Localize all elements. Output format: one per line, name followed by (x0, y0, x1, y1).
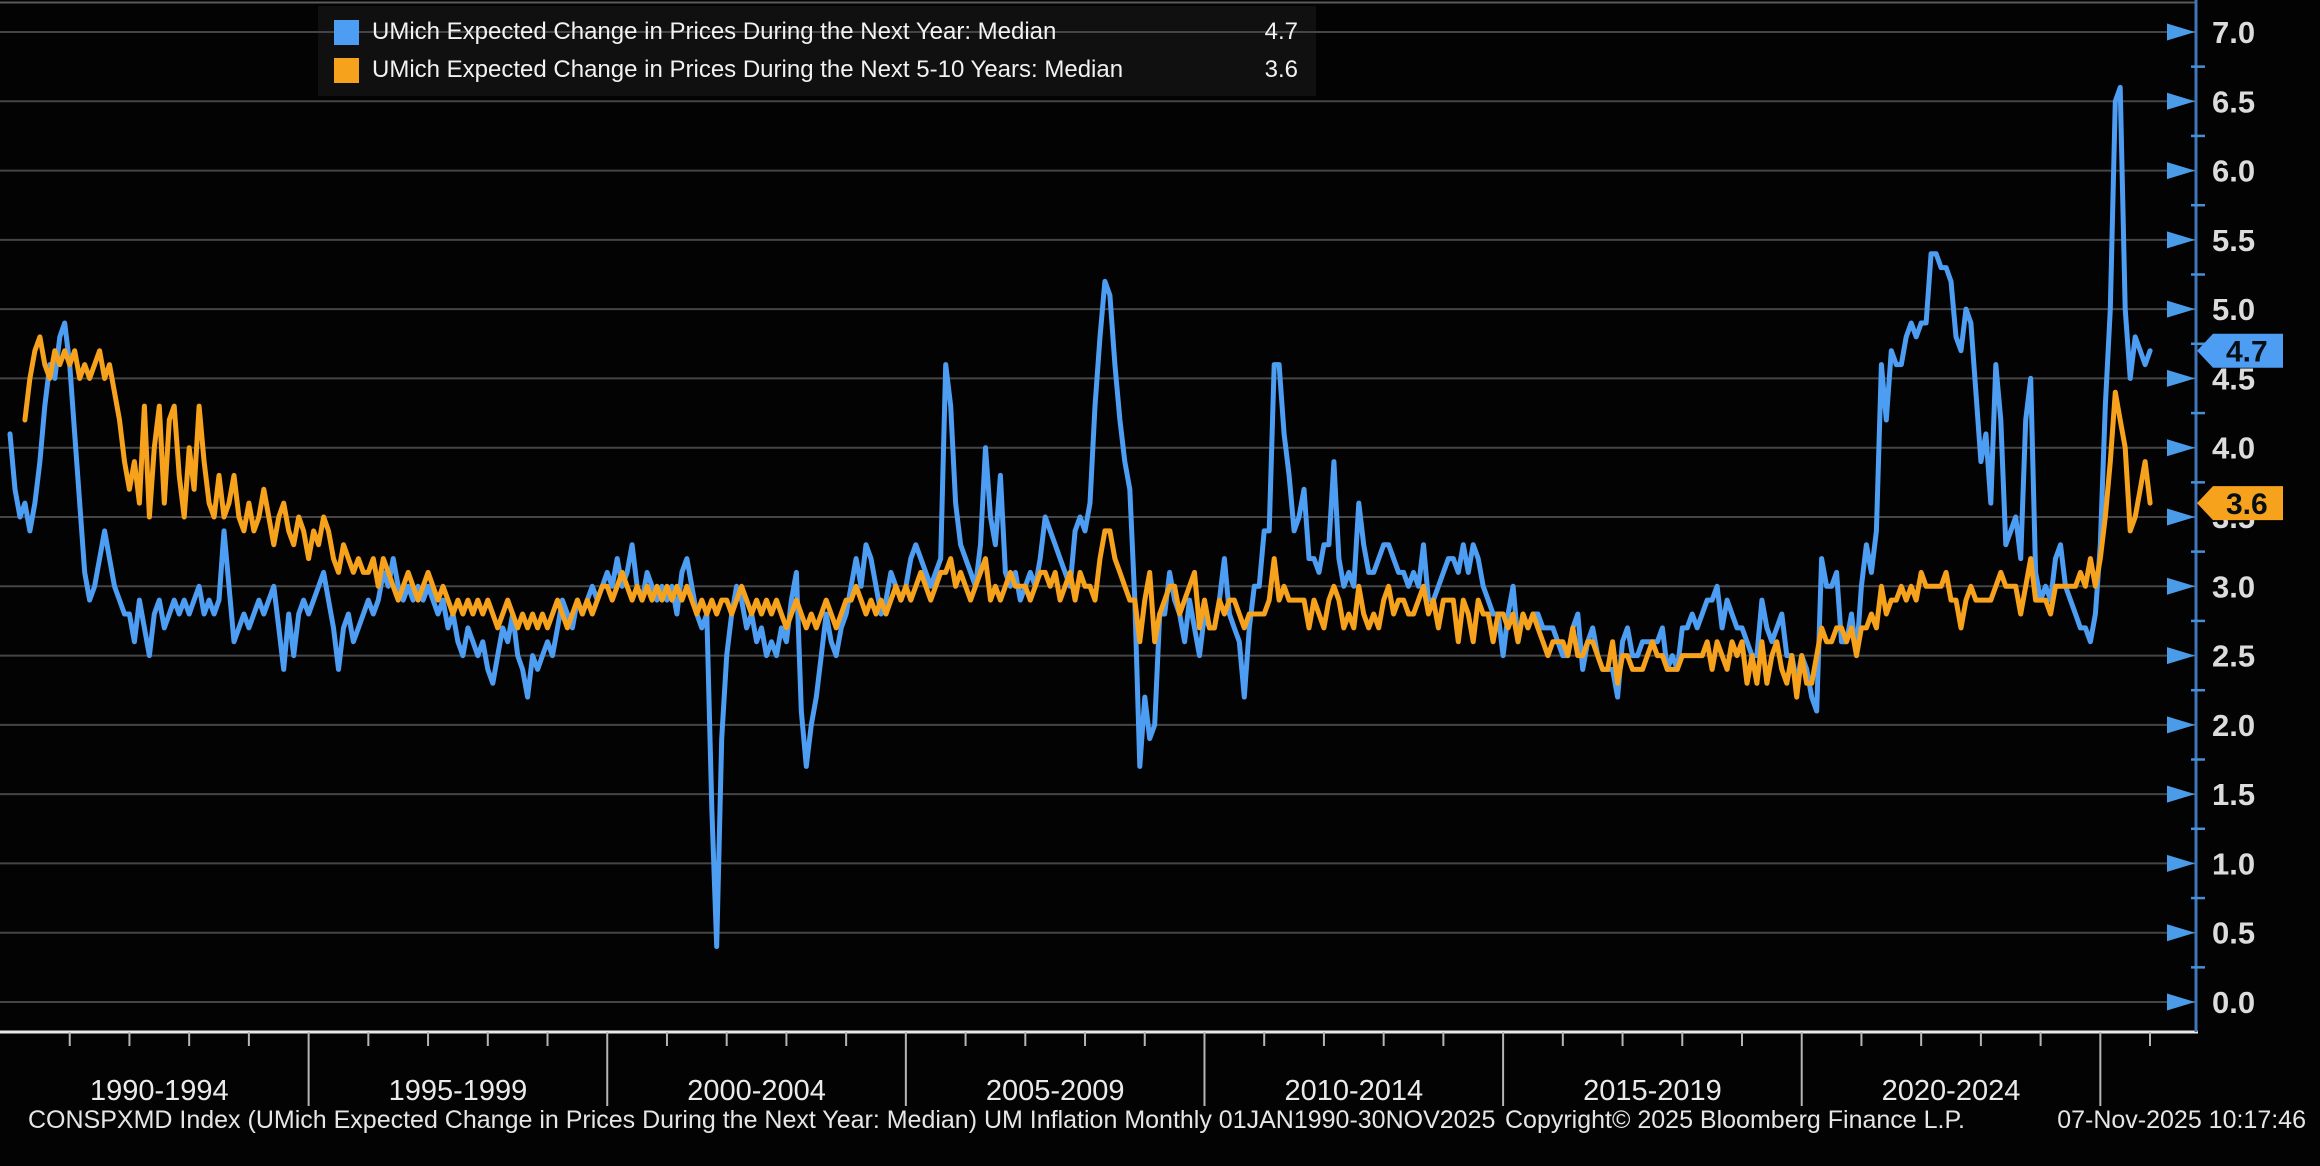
y-tick-arrow-icon (2167, 854, 2195, 872)
copyright-text: Copyright© 2025 Bloomberg Finance L.P. (1505, 1106, 1965, 1134)
value-badge-5-10-years: 3.6 (2197, 486, 2283, 521)
x-axis-label: 2015-2019 (1583, 1075, 1722, 1107)
x-axis-label: 2005-2009 (986, 1075, 1125, 1107)
legend-item-next-year[interactable]: UMich Expected Change in Prices During t… (334, 16, 1298, 49)
y-tick-arrow-icon (2167, 162, 2195, 180)
y-axis-label: 7.0 (2212, 15, 2255, 50)
y-axis-label: 1.5 (2212, 777, 2255, 812)
legend-value: 3.6 (1264, 56, 1298, 83)
y-tick-arrow-icon (2167, 647, 2195, 665)
y-axis-label: 6.5 (2212, 84, 2255, 119)
x-axis-label: 1995-1999 (389, 1075, 528, 1107)
legend-panel (318, 6, 1316, 96)
y-tick-arrow-icon (2167, 716, 2195, 734)
y-axis-label: 5.5 (2212, 223, 2255, 258)
x-axis-ticks (68, 1032, 2151, 1106)
badge-value: 3.6 (2226, 488, 2268, 521)
y-axis-label: 6.0 (2212, 154, 2255, 189)
y-tick-arrow-icon (2167, 369, 2195, 387)
badge-shape (2197, 333, 2283, 368)
y-tick-arrow-icon (2167, 231, 2195, 249)
y-axis-label: 2.0 (2212, 708, 2255, 743)
legend-value: 4.7 (1264, 18, 1298, 45)
legend-label: UMich Expected Change in Prices During t… (372, 18, 1057, 45)
x-axis-label: 2000-2004 (687, 1075, 826, 1107)
value-badge-next-year: 4.7 (2197, 333, 2283, 369)
gridlines (0, 31, 2196, 1003)
legend-label: UMich Expected Change in Prices During t… (372, 56, 1124, 83)
y-tick-arrow-icon (2167, 23, 2195, 41)
y-axis-label: 0.0 (2212, 985, 2255, 1020)
y-axis-label: 4.0 (2212, 431, 2255, 466)
badge-value: 4.7 (2226, 336, 2268, 369)
y-tick-arrow-icon (2167, 439, 2195, 457)
y-axis-minor-ticks (2191, 65, 2205, 969)
x-axis-label: 1990-1994 (90, 1075, 229, 1107)
legend-swatch-blue-icon (334, 19, 359, 45)
y-tick-arrow-icon (2167, 785, 2195, 803)
y-axis-label: 0.5 (2212, 916, 2255, 951)
series-line-5-10-years (22, 334, 2153, 700)
y-tick-arrow-icon (2167, 924, 2195, 942)
y-axis-label: 3.0 (2212, 569, 2255, 604)
y-axis-label: 2.5 (2212, 639, 2255, 674)
y-tick-arrow-icon (2167, 300, 2195, 318)
status-bar: CONSPXMD Index (UMich Expected Change in… (0, 1106, 2320, 1146)
y-tick-arrow-icon (2167, 993, 2195, 1011)
x-axis-label: 2020-2024 (1882, 1075, 2021, 1107)
timestamp: 07-Nov-2025 10:17:46 (2057, 1106, 2306, 1134)
legend-item-5-10-years[interactable]: UMich Expected Change in Prices During t… (334, 54, 1298, 87)
legend-swatch-orange-icon (334, 57, 359, 83)
y-tick-arrow-icon (2167, 508, 2195, 526)
badge-shape (2197, 486, 2283, 521)
x-axis-labels: 1990-1994 1995-1999 2000-2004 2005-2009 2010… (90, 1075, 2020, 1107)
y-tick-arrow-icon (2167, 577, 2195, 595)
chart-legend: UMich Expected Change in Prices During t… (318, 6, 1316, 96)
y-tick-arrow-icon (2167, 92, 2195, 110)
ticker-description: CONSPXMD Index (UMich Expected Change in… (28, 1106, 1496, 1134)
y-axis-label: 1.0 (2212, 846, 2255, 881)
x-axis-label: 2010-2014 (1284, 1075, 1423, 1107)
y-axis-label: 5.0 (2212, 292, 2255, 327)
